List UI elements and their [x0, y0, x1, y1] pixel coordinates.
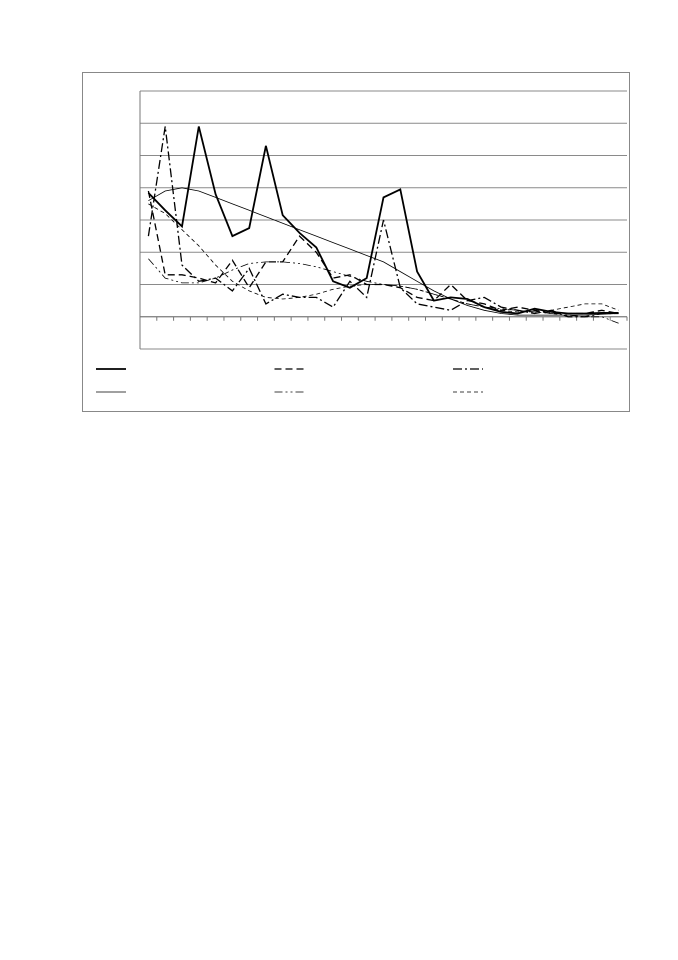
series-line: [148, 203, 619, 313]
chart-frame: [82, 72, 630, 412]
series-line: [147, 126, 619, 315]
series-line: [148, 187, 619, 316]
series-line: [147, 126, 619, 318]
series-line: [148, 258, 619, 324]
series-line: [147, 190, 619, 315]
